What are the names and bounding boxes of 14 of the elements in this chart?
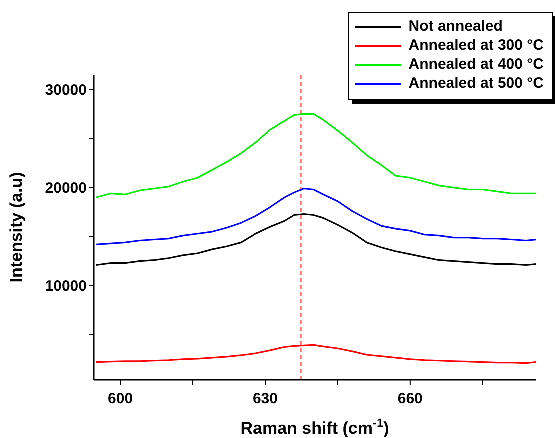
legend-label: Annealed at 500 °C xyxy=(408,75,544,92)
y-axis-title: Intensity (a.u) xyxy=(7,172,26,283)
line-series xyxy=(96,188,536,246)
x-tick-label: 630 xyxy=(252,390,278,408)
legend-label: Annealed at 300 °C xyxy=(408,37,544,54)
y-tick-label: 30000 xyxy=(45,82,87,100)
legend-label: Not annealed xyxy=(408,18,503,35)
line-series xyxy=(96,113,536,198)
x-axis-title: Raman shift (cm$^{-1}$) xyxy=(240,416,390,438)
legend-label: Annealed at 400 °C xyxy=(408,56,544,73)
x-tick-label: 600 xyxy=(108,390,134,408)
y-tick-label: 20000 xyxy=(45,180,87,198)
y-tick-label: 10000 xyxy=(45,278,87,296)
x-tick-label: 660 xyxy=(398,390,423,408)
